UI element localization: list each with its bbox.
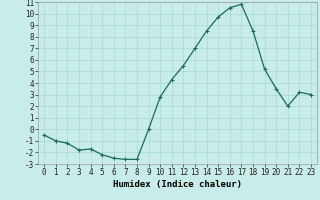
X-axis label: Humidex (Indice chaleur): Humidex (Indice chaleur) — [113, 180, 242, 189]
